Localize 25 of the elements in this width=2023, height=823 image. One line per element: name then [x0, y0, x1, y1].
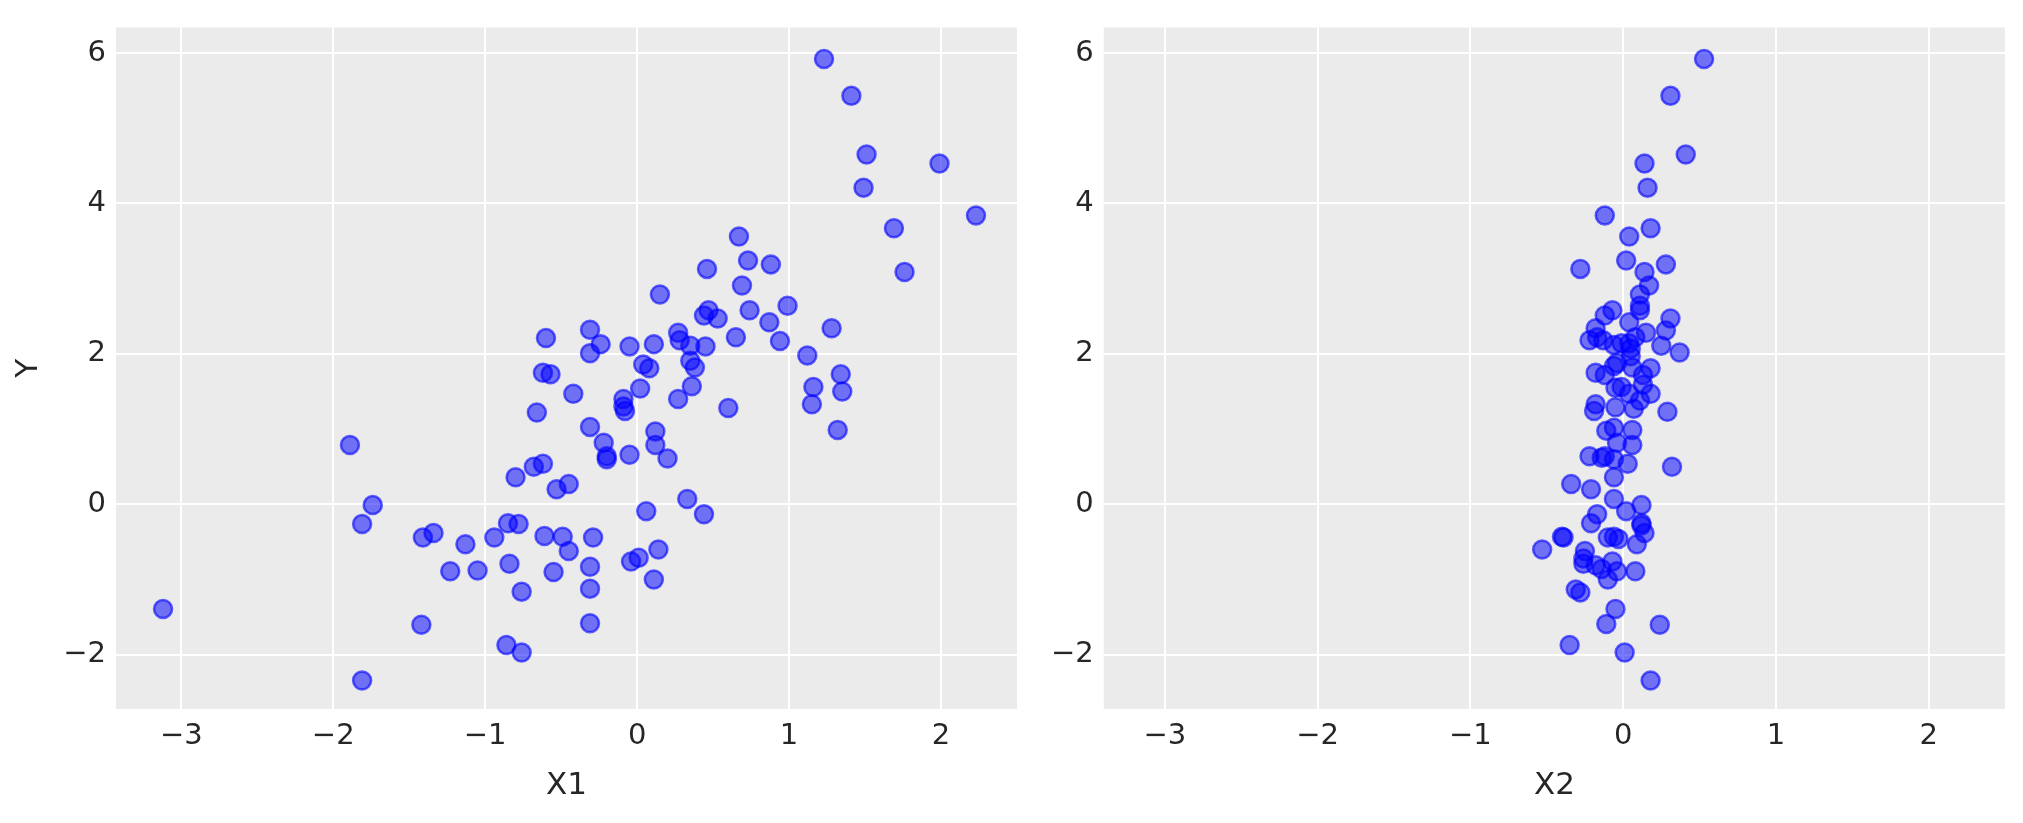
y-tick-label: 2 [87, 334, 106, 369]
y-tick-label: 2 [1075, 334, 1094, 369]
x-axis-title: X1 [545, 765, 587, 802]
x-tick-label: −2 [1296, 716, 1339, 751]
x-tick-label: −2 [311, 716, 355, 751]
x-tick-label: 1 [779, 716, 799, 751]
y-tick-label: 0 [1075, 484, 1094, 519]
x-tick-label: 2 [931, 716, 951, 751]
x-axis-title: X2 [1533, 765, 1575, 802]
y-tick-label: −2 [1051, 635, 1094, 670]
x-tick-label: 1 [1766, 716, 1786, 751]
y-tick-label: 4 [1075, 183, 1094, 218]
x-tick-label: 2 [1919, 716, 1938, 751]
x-tick-label: 0 [1613, 716, 1633, 751]
x-tick-label: −1 [463, 716, 507, 751]
y-axis-title: Y [7, 358, 44, 379]
y-tick-label: 0 [87, 484, 106, 519]
y-tick-label: 4 [87, 183, 106, 218]
y-tick-label: 6 [87, 33, 106, 68]
x-tick-label: −3 [1143, 716, 1187, 751]
x-tick-label: −3 [159, 716, 203, 751]
y-tick-label: 6 [1075, 33, 1094, 68]
y-tick-label: −2 [63, 635, 106, 670]
x-tick-label: −1 [1448, 716, 1492, 751]
x-tick-label: 0 [627, 716, 647, 751]
